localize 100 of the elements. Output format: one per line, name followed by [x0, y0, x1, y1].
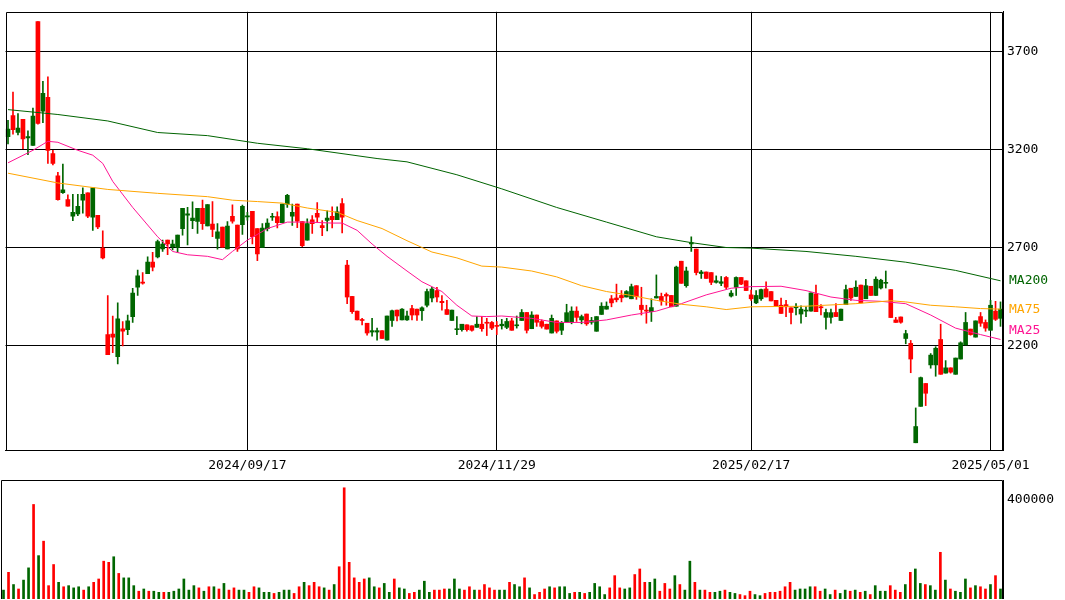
bar	[112, 556, 116, 599]
bar	[483, 584, 486, 599]
bar	[843, 589, 847, 599]
bar	[583, 593, 586, 599]
bar	[97, 578, 101, 599]
bar	[603, 594, 607, 599]
bar	[658, 590, 662, 599]
bar	[984, 588, 987, 599]
bar	[588, 592, 592, 599]
bar	[357, 581, 361, 599]
candlestick	[454, 316, 460, 335]
bar	[969, 587, 972, 599]
bar	[878, 590, 882, 599]
candlestick	[698, 270, 704, 279]
bar	[863, 590, 867, 599]
bar	[92, 581, 96, 599]
bar	[944, 579, 947, 599]
bar	[563, 586, 566, 599]
bar	[62, 586, 65, 599]
bar	[347, 561, 351, 599]
bar	[508, 581, 511, 599]
bar	[528, 587, 531, 599]
bar	[67, 585, 70, 599]
bar	[513, 584, 516, 599]
bar	[453, 578, 456, 599]
bar	[127, 577, 131, 599]
bar	[959, 592, 962, 599]
candlestick	[499, 318, 505, 330]
x-tick-label: 2024/09/17	[208, 457, 287, 473]
bar	[989, 584, 992, 599]
bar	[628, 587, 632, 599]
bar	[42, 540, 45, 599]
bar	[848, 590, 852, 599]
candlestick	[120, 321, 126, 347]
bar	[367, 577, 371, 599]
bar	[573, 592, 576, 599]
bar	[568, 593, 571, 599]
bar	[22, 579, 25, 599]
bar	[352, 577, 356, 599]
bar	[503, 589, 506, 599]
bar	[72, 587, 75, 599]
bar	[979, 586, 982, 599]
bar	[473, 589, 476, 599]
bar	[949, 588, 952, 599]
bar	[157, 592, 161, 599]
bar	[407, 593, 411, 599]
bar	[893, 589, 897, 599]
candlestick	[70, 193, 76, 222]
bar	[117, 573, 121, 599]
series-label: MA200	[1009, 272, 1049, 288]
bar	[924, 584, 927, 599]
bar	[898, 592, 902, 599]
bar	[558, 586, 561, 599]
text: 400000	[1007, 491, 1054, 507]
bar	[47, 585, 50, 599]
bar	[939, 551, 942, 599]
bar	[433, 589, 436, 599]
bar	[908, 571, 912, 599]
bar	[142, 588, 146, 599]
bar	[553, 587, 556, 599]
bar	[27, 567, 30, 599]
bar	[77, 586, 80, 599]
bar	[122, 577, 126, 599]
bar	[57, 581, 60, 599]
bar	[392, 578, 396, 599]
bar	[362, 578, 366, 599]
bar	[387, 592, 391, 599]
bar	[643, 581, 647, 599]
bar	[17, 588, 20, 599]
bar	[423, 580, 426, 599]
bar	[934, 589, 937, 599]
bar	[548, 586, 551, 599]
y-tick-label: 3700	[1007, 43, 1039, 59]
bar	[598, 586, 602, 599]
bar	[858, 592, 862, 599]
bar	[107, 561, 111, 599]
bar	[518, 586, 521, 599]
bar	[382, 583, 386, 599]
bar	[342, 487, 346, 599]
bar	[87, 586, 91, 599]
bar	[428, 592, 431, 599]
bar	[402, 588, 406, 599]
bar	[443, 588, 446, 599]
bar	[438, 589, 441, 599]
bar	[888, 585, 892, 599]
candlestick	[319, 220, 325, 237]
bar	[954, 590, 957, 599]
x-tick-label: 2025/02/17	[711, 457, 791, 473]
bar	[838, 593, 842, 599]
series-label: MA75	[1009, 300, 1041, 316]
bar	[608, 587, 612, 599]
bar	[102, 560, 106, 599]
bar	[147, 590, 151, 599]
bar	[468, 586, 471, 599]
candlestick	[60, 163, 66, 194]
bar	[372, 586, 376, 599]
bar	[903, 584, 907, 599]
bar	[478, 589, 481, 599]
bar	[618, 587, 622, 599]
bar	[999, 588, 1002, 599]
